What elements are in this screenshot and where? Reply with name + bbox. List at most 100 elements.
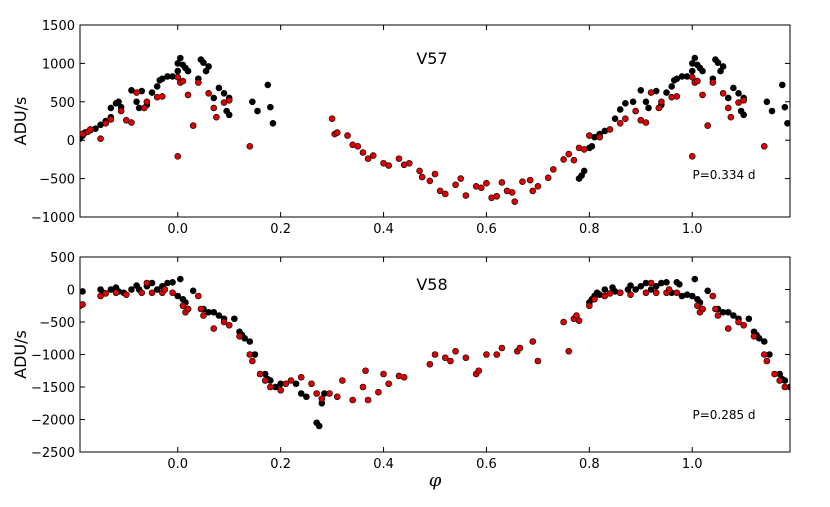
data-point-red xyxy=(123,291,130,299)
data-point-black xyxy=(704,287,711,295)
data-point-black xyxy=(730,312,737,319)
data-point-black xyxy=(611,115,619,122)
data-point-red xyxy=(763,357,771,365)
data-point-red xyxy=(246,143,254,150)
data-point-red xyxy=(655,104,663,112)
y-tick-label: −2000 xyxy=(31,414,75,429)
data-point-red xyxy=(586,302,593,310)
data-point-red xyxy=(97,135,104,142)
data-point-red xyxy=(452,181,459,189)
data-point-red xyxy=(143,279,151,287)
data-point-black xyxy=(642,98,650,106)
data-point-black xyxy=(267,103,274,111)
panel-v57: 0.0 0.2 0.4 0.6 0.8 1.0 −1000 −500 0 500 1000 1500 A… xyxy=(11,19,791,237)
x-tick-label: 0.8 xyxy=(579,222,600,237)
data-point-red xyxy=(627,291,634,299)
data-point-red xyxy=(364,155,372,162)
x-tick-label: 0.2 xyxy=(270,222,291,237)
data-point-black xyxy=(315,422,323,430)
data-point-red xyxy=(519,178,526,185)
data-point-black xyxy=(637,282,645,290)
data-point-red xyxy=(724,104,732,112)
data-point-red xyxy=(606,290,614,297)
data-point-red xyxy=(694,302,701,310)
data-point-red xyxy=(159,93,166,100)
data-point-red xyxy=(699,305,706,313)
data-point-black xyxy=(688,292,696,300)
data-point-black xyxy=(580,167,588,175)
data-point-red xyxy=(781,383,789,391)
data-point-black xyxy=(174,292,182,300)
data-point-red xyxy=(133,89,140,96)
data-point-red xyxy=(359,383,367,391)
data-point-red xyxy=(354,143,362,150)
data-point-red xyxy=(333,393,341,401)
data-point-red xyxy=(369,152,377,159)
data-point-red xyxy=(511,198,519,205)
data-point-black xyxy=(740,111,747,119)
data-point-red xyxy=(475,367,483,375)
data-point-red xyxy=(179,77,187,85)
data-point-red xyxy=(380,370,387,378)
data-point-black xyxy=(627,282,634,289)
data-point-red xyxy=(573,312,580,319)
data-point-red xyxy=(225,321,233,329)
y-axis-label: ADU/s xyxy=(11,97,30,146)
data-point-red xyxy=(771,370,778,378)
data-point-red xyxy=(436,187,444,195)
data-point-red xyxy=(580,146,588,153)
data-point-black xyxy=(107,104,115,112)
data-point-black xyxy=(663,279,670,286)
data-point-black xyxy=(269,120,277,127)
y-tick-label: −2500 xyxy=(31,446,75,461)
data-point-black xyxy=(297,390,305,397)
data-point-red xyxy=(344,132,351,139)
data-point-red xyxy=(102,120,110,127)
data-point-red xyxy=(570,156,578,164)
data-point-black xyxy=(264,81,272,89)
data-point-black xyxy=(148,89,156,96)
data-point-black xyxy=(215,312,223,319)
data-point-red xyxy=(493,351,501,358)
data-point-red xyxy=(694,77,701,85)
data-point-red xyxy=(462,354,470,362)
x-tick-label: 0.4 xyxy=(373,457,394,472)
data-point-red xyxy=(601,292,609,300)
data-point-red xyxy=(616,120,624,127)
data-point-red xyxy=(249,357,256,365)
data-point-red xyxy=(719,90,727,97)
period-annotation-v57: P=0.334 d xyxy=(692,168,755,182)
data-point-black xyxy=(246,338,254,345)
data-point-red xyxy=(712,305,719,313)
y-tick-label: 0 xyxy=(67,134,75,149)
data-point-red xyxy=(359,149,367,156)
data-point-red xyxy=(189,122,197,129)
data-point-red xyxy=(493,192,501,200)
data-point-red xyxy=(647,279,655,287)
data-point-red xyxy=(673,289,681,297)
data-point-red xyxy=(658,98,665,106)
data-point-black xyxy=(210,94,218,102)
data-point-red xyxy=(699,91,706,99)
data-point-red xyxy=(236,332,243,340)
data-point-black xyxy=(133,98,140,106)
data-point-red xyxy=(591,295,598,303)
data-point-red xyxy=(364,396,372,404)
data-point-black xyxy=(128,286,135,293)
data-point-red xyxy=(400,373,408,381)
data-point-red xyxy=(596,133,603,141)
y-tick-label: 500 xyxy=(50,96,75,111)
data-point-red xyxy=(143,98,151,106)
data-point-black xyxy=(200,59,207,66)
y-tick-label: 0 xyxy=(67,284,75,299)
data-point-black xyxy=(153,83,161,90)
data-point-red xyxy=(385,380,392,388)
data-point-black xyxy=(691,54,699,62)
data-point-black xyxy=(115,98,122,106)
data-point-red xyxy=(647,89,655,96)
data-point-black xyxy=(688,67,696,75)
data-point-red xyxy=(326,390,333,397)
data-point-black xyxy=(231,315,238,323)
data-point-red xyxy=(117,107,125,115)
data-point-red xyxy=(483,351,490,358)
